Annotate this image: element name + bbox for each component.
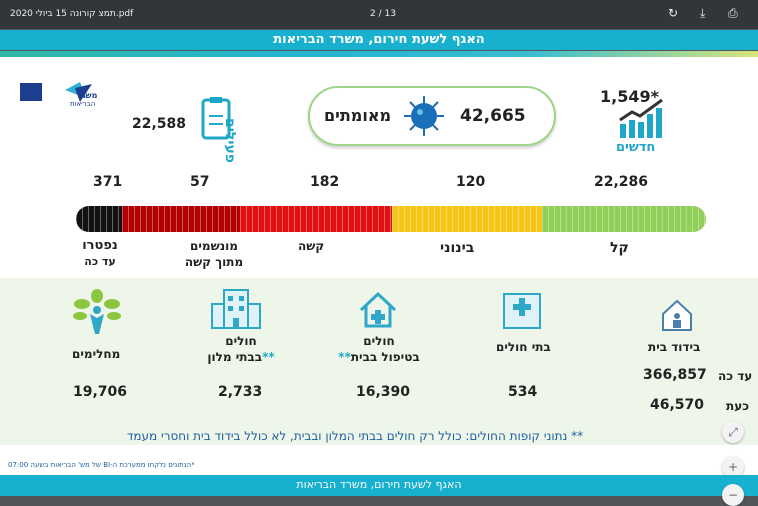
page-indicator: 2 / 13 (370, 9, 396, 19)
home-care-icon (359, 291, 397, 328)
hotels-sub: בבתי מלון (207, 350, 263, 364)
so-far-label: עד כה (718, 369, 753, 383)
zoom-out-button[interactable]: − (722, 484, 744, 506)
ventilated-value: 57 (190, 174, 210, 190)
home-care-stars: ** (338, 350, 351, 364)
hotels-title: חולים (225, 334, 257, 348)
rotate-icon[interactable]: ↻ (668, 6, 679, 20)
deceased-label: נפטרו עד כה (70, 238, 130, 270)
house-person-icon (662, 299, 692, 331)
severe-value: 182 (310, 174, 340, 190)
segment-deceased (76, 206, 122, 232)
source-footer: *הנתונים נלקחו ממערכת ה-BI של מש' הבריאו… (0, 445, 758, 475)
hotels-label: חולים **בבתי מלון (196, 333, 286, 365)
hospital-icon (503, 293, 541, 329)
moderate-label: בינוני (440, 240, 475, 256)
print-icon[interactable]: ⎙ (728, 6, 738, 20)
virus-icon (404, 96, 444, 136)
ventilated-sub: מתוך קשה (184, 255, 244, 269)
fit-page-button[interactable]: ⤢ (722, 421, 744, 443)
hotels-stars: ** (262, 350, 275, 364)
deceased-sub: עד כה (84, 255, 116, 268)
segment-mild (542, 206, 706, 232)
severe-label: קשה (298, 239, 325, 253)
home-care-value: 16,390 (356, 384, 411, 400)
ventilated-title: מונשמים (190, 239, 238, 253)
file-name: תמצ קורונה 15 ביולי 2020.pdf (10, 9, 134, 19)
confirmed-label: מאומתים (324, 106, 392, 125)
mild-value: 22,286 (594, 174, 649, 190)
clipboard-icon (201, 97, 231, 140)
hotel-icon (211, 289, 261, 329)
growth-chart-icon (619, 98, 663, 138)
segment-ventilated (122, 206, 240, 232)
home-care-label: חולים בטיפול בבית** (334, 333, 424, 365)
active-label: פעילים (222, 118, 238, 163)
new-cases-value: 1,549* (600, 87, 659, 106)
pdf-toolbar: תמצ קורונה 15 ביולי 2020.pdf 2 / 13 ↻ ⤓ … (0, 0, 758, 29)
home-care-title: חולים (363, 334, 395, 348)
download-icon[interactable]: ⤓ (700, 6, 706, 20)
segment-moderate (392, 206, 542, 232)
home-isolation-now: 46,570 (650, 397, 705, 413)
deceased-title: נפטרו (82, 238, 118, 253)
home-isolation-label: בידוד בית (648, 340, 701, 354)
mild-label: קל (610, 240, 629, 256)
segment-severe (240, 206, 392, 232)
deceased-value: 371 (93, 174, 123, 190)
stats-panel (0, 278, 758, 445)
recovered-label: מחלימים (72, 347, 121, 361)
home-isolation-so-far: 366,857 (643, 367, 707, 383)
zoom-in-button[interactable]: + (722, 456, 744, 478)
moderate-value: 120 (456, 174, 486, 190)
ventilated-label: מונשמים מתוך קשה (174, 238, 254, 270)
home-care-sub: בטיפול בבית (350, 350, 420, 364)
ministry-logo: משרד הבריאות (20, 82, 98, 108)
recovered-tree-icon (73, 289, 121, 334)
new-cases-label: חדשים (616, 140, 656, 155)
hotels-value: 2,733 (218, 384, 263, 400)
severity-bar (76, 206, 706, 232)
hospitals-value: 534 (508, 384, 538, 400)
svg-text:משרד: משרד (76, 91, 98, 100)
now-label: כעת (726, 399, 749, 413)
active-value: 22,588 (132, 116, 187, 132)
confirmed-pill: מאומתים 42,665 (308, 86, 556, 146)
svg-text:הבריאות: הבריאות (70, 100, 95, 108)
recovered-value: 19,706 (73, 384, 128, 400)
header-banner: האגף לשעת חירום, משרד הבריאות (0, 30, 758, 50)
source-note: *הנתונים נלקחו ממערכת ה-BI של מש' הבריאו… (8, 461, 195, 469)
confirmed-value: 42,665 (460, 106, 526, 126)
footer-banner: האגף לשעת חירום, משרד הבריאות (0, 475, 758, 496)
hospitals-label: בתי חולים (496, 340, 551, 354)
gradient-strip (0, 51, 758, 57)
